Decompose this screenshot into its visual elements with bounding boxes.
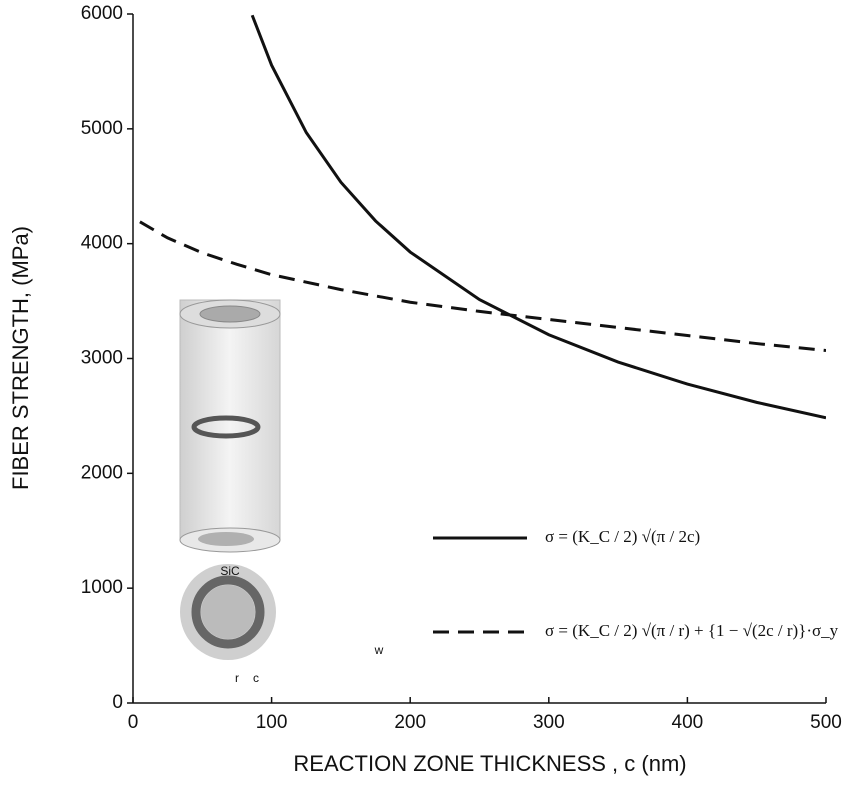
annotation: c xyxy=(253,671,259,685)
x-tick-label: 100 xyxy=(256,712,288,733)
x-tick-label: 200 xyxy=(394,712,426,733)
x-tick-label: 500 xyxy=(810,712,842,733)
annotation: SiC xyxy=(220,564,240,578)
inset-fiber xyxy=(179,299,281,660)
series-line xyxy=(139,220,826,352)
series-line xyxy=(250,14,826,420)
y-tick-label: 5000 xyxy=(81,118,123,139)
legend-label: σ = (K_C / 2) √(π / r) + {1 − √(2c / r)}… xyxy=(545,621,839,640)
y-tick-label: 2000 xyxy=(81,462,123,483)
x-tick-label: 300 xyxy=(533,712,565,733)
y-tick-label: 3000 xyxy=(81,348,123,369)
y-tick-label: 6000 xyxy=(81,3,123,24)
y-tick-label: 4000 xyxy=(81,233,123,254)
x-axis-title: REACTION ZONE THICKNESS , c (nm) xyxy=(293,751,686,776)
y-tick-label: 1000 xyxy=(81,577,123,598)
annotation: w xyxy=(374,643,384,657)
x-tick-label: 400 xyxy=(672,712,704,733)
legend-label: σ = (K_C / 2) √(π / 2c) xyxy=(545,527,700,546)
annotation: r xyxy=(235,671,239,685)
y-axis-title: FIBER STRENGTH, (MPa) xyxy=(8,226,33,490)
y-tick-label: 0 xyxy=(112,692,123,713)
x-tick-label: 0 xyxy=(128,712,139,733)
